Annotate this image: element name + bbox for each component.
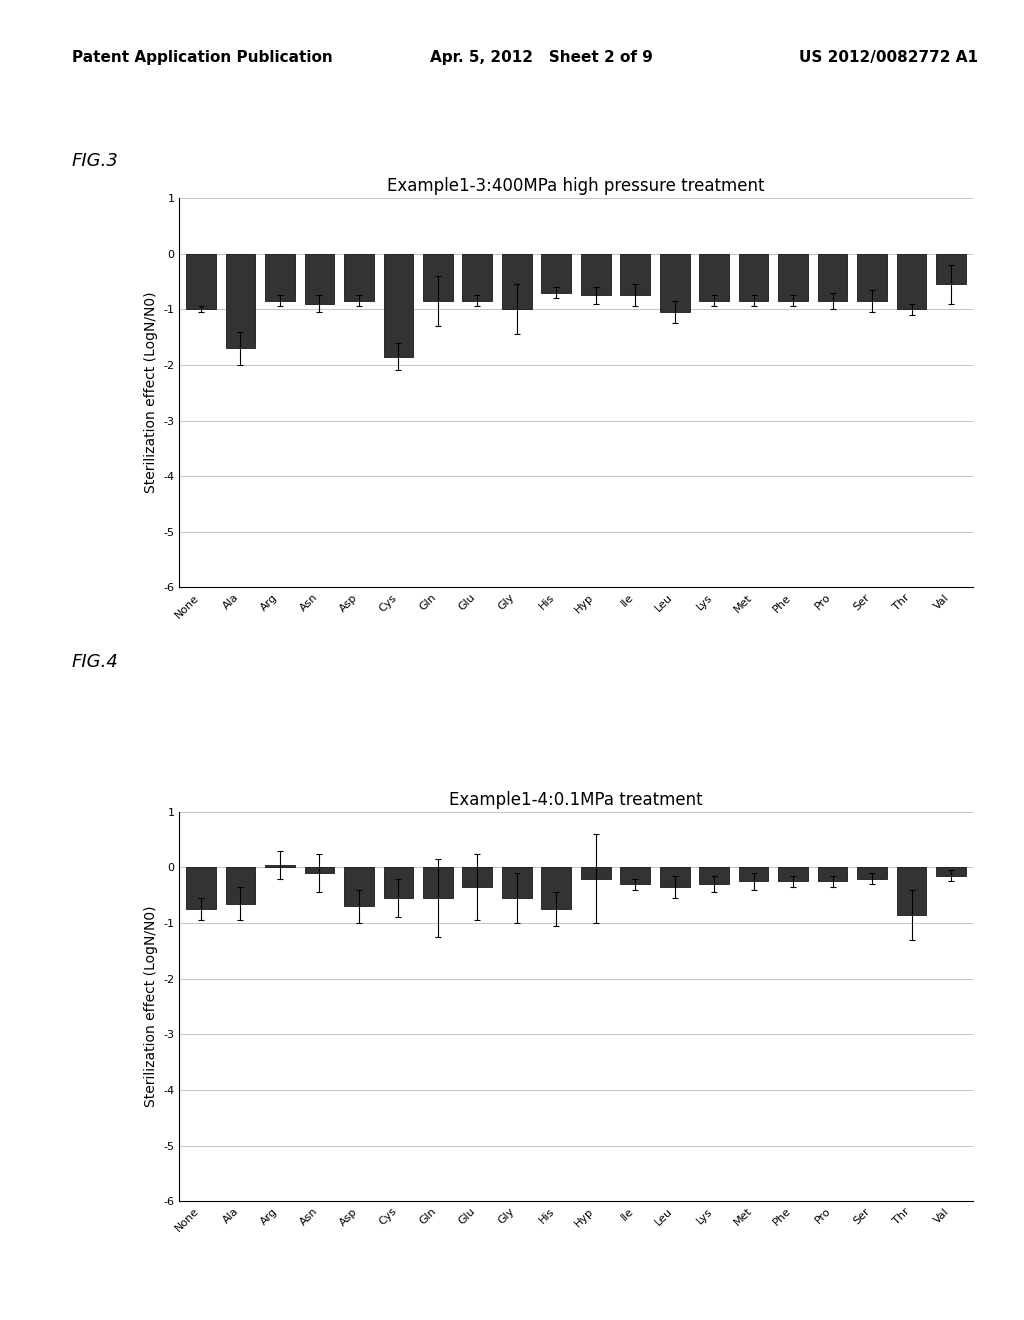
Bar (225, 253, 255, 348)
Bar (304, 867, 334, 873)
Bar (265, 253, 295, 301)
Bar (384, 867, 413, 898)
Bar (739, 867, 768, 882)
Title: Example1-3:400MPa high pressure treatment: Example1-3:400MPa high pressure treatmen… (387, 177, 765, 195)
Text: Patent Application Publication: Patent Application Publication (72, 50, 333, 65)
Bar (265, 865, 295, 867)
Bar (659, 253, 689, 312)
Bar (581, 253, 610, 296)
Bar (186, 253, 216, 309)
Text: FIG.4: FIG.4 (72, 653, 119, 672)
Bar (818, 253, 848, 301)
Bar (423, 867, 453, 898)
Bar (621, 867, 650, 884)
Text: FIG.3: FIG.3 (72, 152, 119, 170)
Bar (778, 253, 808, 301)
Bar (225, 867, 255, 904)
Bar (384, 253, 413, 356)
Text: US 2012/0082772 A1: US 2012/0082772 A1 (799, 50, 978, 65)
Bar (699, 253, 729, 301)
Bar (778, 867, 808, 882)
Bar (344, 253, 374, 301)
Bar (463, 867, 493, 887)
Y-axis label: Sterilization effect (LogN/N0): Sterilization effect (LogN/N0) (143, 292, 158, 494)
Bar (936, 867, 966, 875)
Bar (857, 253, 887, 301)
Bar (502, 867, 531, 898)
Y-axis label: Sterilization effect (LogN/N0): Sterilization effect (LogN/N0) (143, 906, 158, 1107)
Bar (699, 867, 729, 884)
Bar (818, 867, 848, 882)
Bar (897, 253, 927, 309)
Bar (344, 867, 374, 907)
Bar (304, 253, 334, 304)
Bar (502, 253, 531, 309)
Bar (936, 253, 966, 284)
Title: Example1-4:0.1MPa treatment: Example1-4:0.1MPa treatment (450, 791, 702, 809)
Bar (659, 867, 689, 887)
Bar (581, 867, 610, 879)
Bar (739, 253, 768, 301)
Bar (423, 253, 453, 301)
Bar (542, 253, 571, 293)
Bar (621, 253, 650, 296)
Bar (897, 867, 927, 915)
Bar (186, 867, 216, 909)
Bar (857, 867, 887, 879)
Bar (463, 253, 493, 301)
Text: Apr. 5, 2012   Sheet 2 of 9: Apr. 5, 2012 Sheet 2 of 9 (430, 50, 653, 65)
Bar (542, 867, 571, 909)
